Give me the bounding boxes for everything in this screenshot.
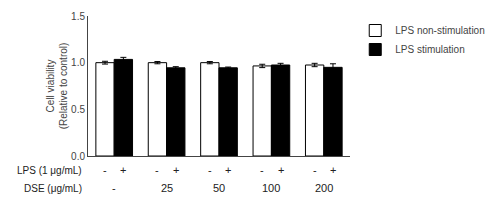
svg-text:200: 200 — [315, 182, 333, 194]
svg-text:-: - — [313, 164, 317, 176]
svg-text:Cell viability(Relative to con: Cell viability(Relative to control) — [45, 43, 69, 130]
svg-text:LPS non-stimulation: LPS non-stimulation — [395, 25, 485, 36]
svg-text:+: + — [330, 164, 336, 176]
svg-text:+: + — [120, 164, 126, 176]
svg-text:25: 25 — [161, 182, 173, 194]
svg-text:1.5: 1.5 — [71, 11, 85, 22]
svg-text:-: - — [208, 164, 212, 176]
svg-text:LPS stimulation: LPS stimulation — [395, 44, 464, 55]
svg-text:+: + — [225, 164, 231, 176]
svg-text:+: + — [173, 164, 179, 176]
svg-text:-: - — [103, 164, 107, 176]
svg-text:+: + — [278, 164, 284, 176]
svg-text:50: 50 — [213, 182, 225, 194]
svg-text:-: - — [112, 182, 116, 194]
svg-text:0.5: 0.5 — [71, 104, 85, 115]
svg-text:DSE (μg/mL): DSE (μg/mL) — [24, 183, 82, 194]
svg-text:LPS (1 μg/mL): LPS (1 μg/mL) — [17, 165, 82, 176]
svg-text:1.0: 1.0 — [71, 57, 85, 68]
svg-text:-: - — [155, 164, 159, 176]
svg-text:0.0: 0.0 — [71, 151, 85, 162]
svg-text:-: - — [260, 164, 264, 176]
svg-text:100: 100 — [262, 182, 280, 194]
